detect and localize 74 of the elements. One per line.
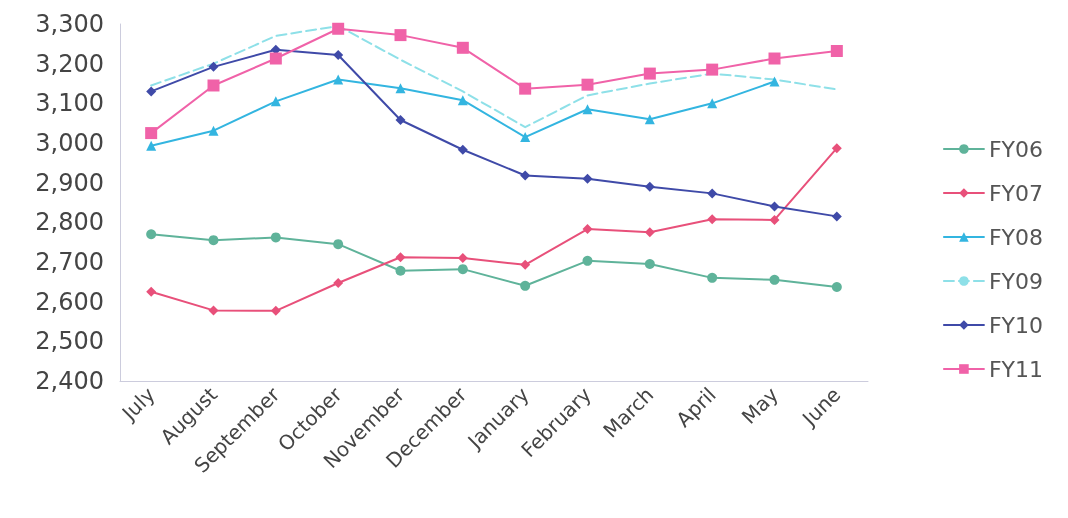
legend-label: FY10	[988, 312, 1044, 338]
point	[582, 173, 593, 184]
point	[333, 278, 344, 289]
point	[581, 78, 594, 91]
point	[707, 272, 718, 283]
point	[768, 52, 781, 65]
point	[145, 127, 158, 140]
point	[769, 214, 780, 225]
point	[395, 83, 406, 94]
point	[333, 49, 344, 60]
point	[146, 229, 157, 240]
point	[395, 252, 406, 263]
point	[208, 305, 219, 316]
point	[644, 227, 655, 238]
point	[644, 258, 655, 269]
point	[582, 104, 593, 115]
point	[394, 29, 407, 42]
point	[520, 132, 531, 143]
point	[831, 281, 842, 292]
point	[707, 188, 718, 199]
point	[146, 140, 157, 151]
point	[270, 232, 281, 243]
legend-label: FY06	[988, 136, 1044, 162]
point	[769, 76, 780, 87]
y-tick-label: 3,100	[35, 89, 104, 118]
legend-label: FY09	[988, 268, 1044, 294]
point	[333, 74, 344, 85]
point	[332, 22, 345, 35]
y-tick-label: 3,300	[35, 10, 104, 38]
point	[582, 224, 593, 235]
point	[644, 181, 655, 192]
legend-label: FY11	[988, 356, 1044, 382]
point	[643, 67, 656, 80]
point	[707, 214, 718, 225]
point	[269, 52, 282, 65]
point	[769, 274, 780, 285]
point	[270, 96, 281, 107]
y-tick-label: 2,500	[35, 327, 104, 356]
point	[457, 253, 468, 264]
point	[457, 95, 468, 106]
point	[769, 201, 780, 212]
point	[520, 170, 531, 181]
point	[146, 86, 157, 97]
point	[707, 98, 718, 109]
point	[831, 211, 842, 222]
point	[457, 144, 468, 155]
point	[207, 79, 220, 92]
y-tick-label: 2,400	[35, 367, 104, 395]
point	[333, 239, 344, 250]
point	[270, 305, 281, 316]
y-tick-label: 2,800	[35, 208, 104, 237]
point	[582, 255, 593, 266]
point	[146, 286, 157, 297]
point	[706, 63, 719, 76]
point	[644, 114, 655, 125]
point	[457, 264, 468, 275]
y-tick-label: 2,700	[35, 248, 104, 276]
point	[208, 235, 219, 246]
point	[208, 61, 219, 72]
point	[395, 265, 406, 276]
point	[456, 41, 469, 54]
point	[519, 82, 532, 95]
y-tick-label: 3,000	[35, 129, 104, 157]
point	[831, 143, 842, 154]
y-tick-label: 3,200	[35, 49, 104, 78]
point	[830, 44, 843, 57]
y-tick-label: 2,600	[35, 287, 104, 316]
point	[395, 114, 406, 125]
point	[520, 280, 531, 291]
y-tick-label: 2,900	[35, 168, 104, 197]
legend-label: FY08	[988, 224, 1044, 250]
legend-label: FY07	[988, 180, 1044, 206]
point	[208, 125, 219, 136]
point	[520, 259, 531, 270]
